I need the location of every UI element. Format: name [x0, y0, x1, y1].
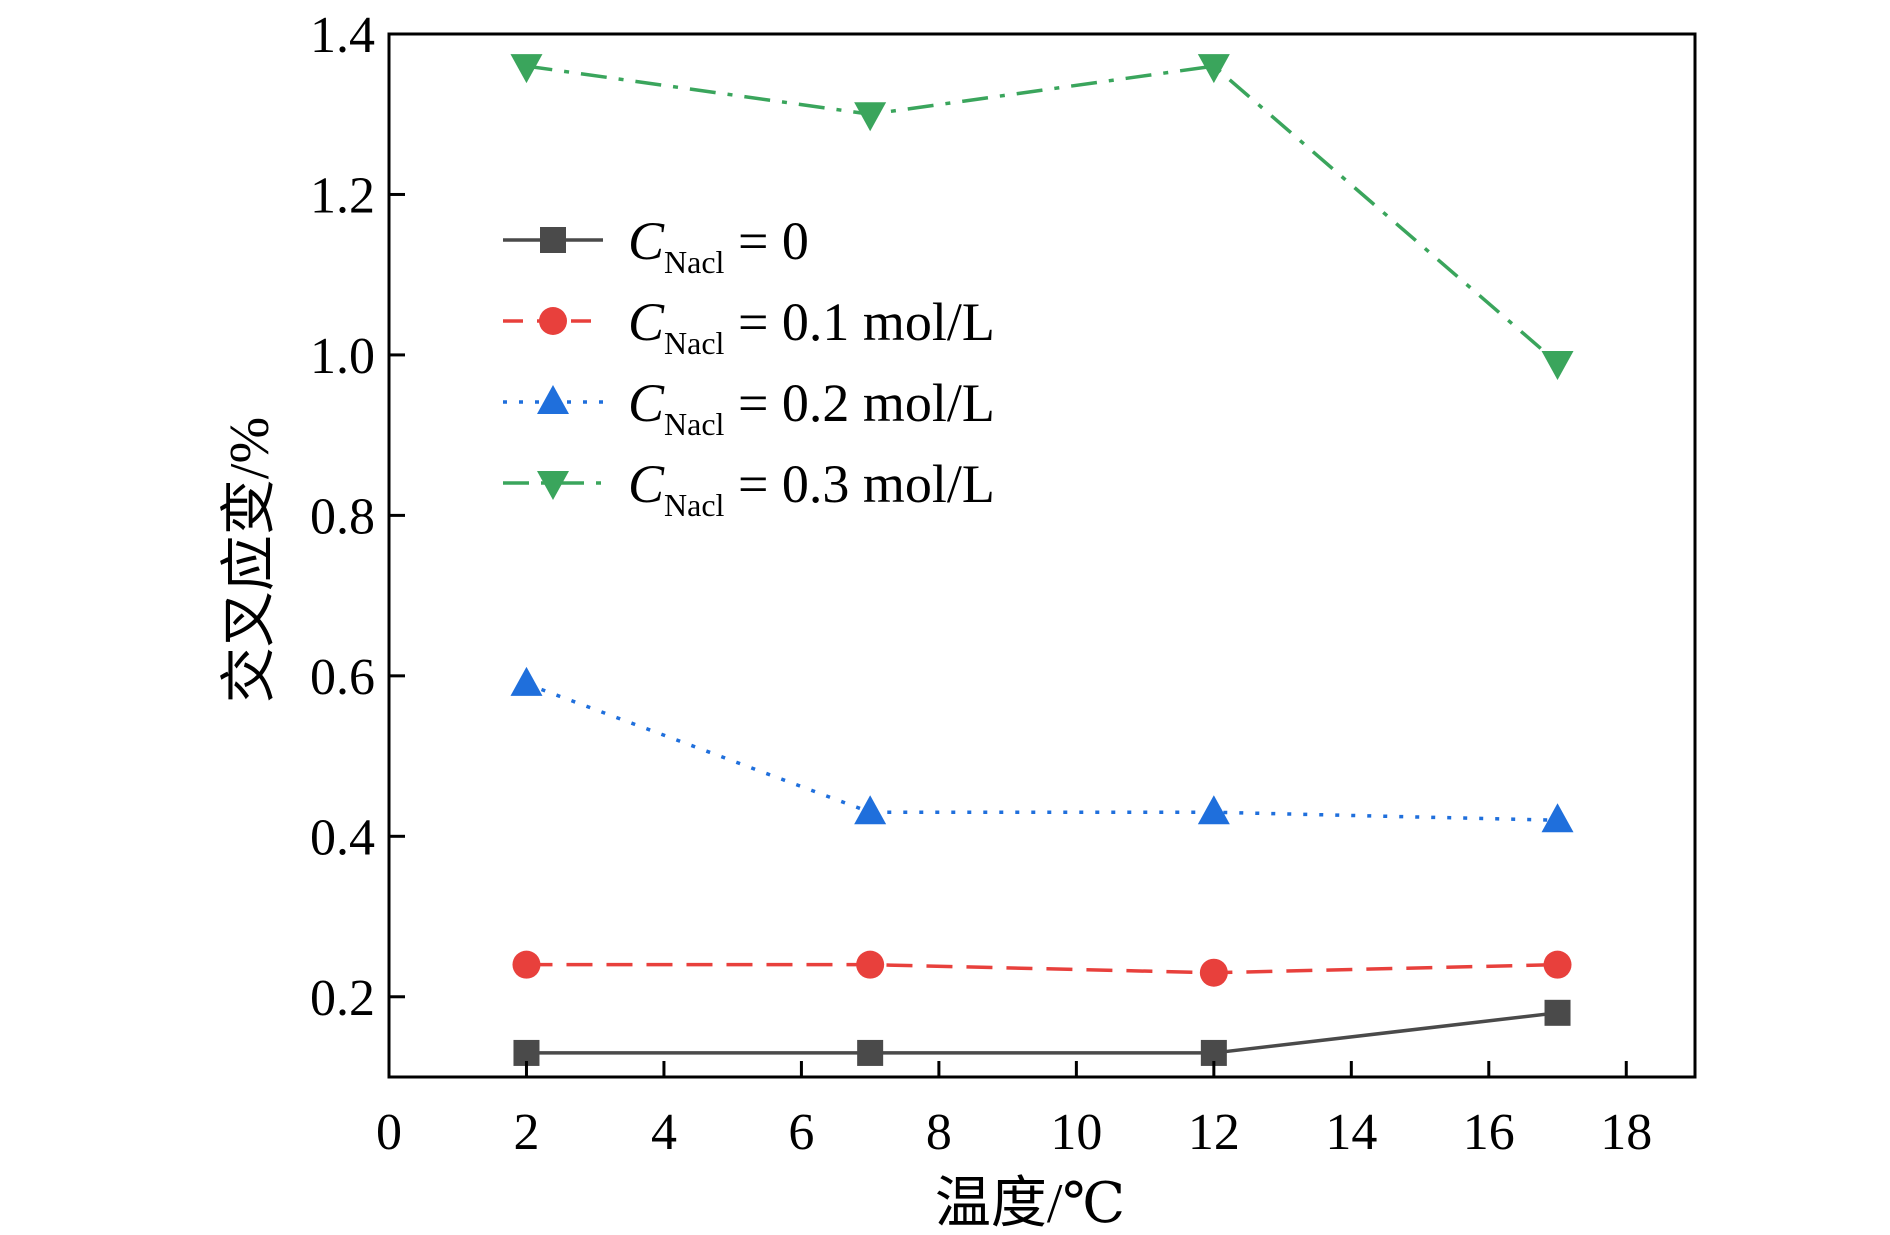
y-tick-label: 0.6	[310, 649, 375, 706]
data-point-2-3	[1541, 803, 1574, 833]
legend-label-sub: Nacl	[664, 325, 725, 361]
plot-frame	[387, 32, 1697, 1079]
data-point-2-1	[854, 795, 887, 825]
data-point-0-3	[1544, 999, 1571, 1026]
x-tick-label: 4	[651, 1104, 677, 1161]
data-point-1-2	[1199, 958, 1228, 987]
data-point-0-1	[857, 1039, 884, 1066]
x-tick-label: 12	[1188, 1104, 1240, 1161]
legend-label-rest: = 0.2 mol/L	[724, 373, 994, 433]
legend-label-main: C	[628, 454, 665, 514]
legend-label-sub: Nacl	[664, 244, 725, 280]
legend-label-sub: Nacl	[664, 406, 725, 442]
x-tick-label: 0	[376, 1104, 402, 1161]
legend-marker	[540, 227, 566, 253]
data-point-2-0	[510, 666, 543, 696]
x-tick-label: 14	[1325, 1104, 1377, 1161]
data-point-3-0	[510, 54, 543, 84]
legend-label-rest: = 0.3 mol/L	[724, 454, 994, 514]
series-line-0	[526, 1011, 1558, 1055]
y-tick-label: 0.8	[310, 488, 375, 545]
legend-label: CNacl = 0	[628, 211, 809, 280]
data-point-1-3	[1543, 950, 1572, 979]
legend-marker	[537, 471, 569, 500]
x-tick-label: 8	[926, 1104, 952, 1161]
x-tick-label: 18	[1600, 1104, 1652, 1161]
x-tick-label: 6	[788, 1104, 814, 1161]
series-line-2	[525, 682, 1558, 823]
x-axis-title: 温度/℃	[935, 1173, 1125, 1235]
x-tick-label: 10	[1050, 1104, 1102, 1161]
x-tick-label: 16	[1463, 1104, 1515, 1161]
data-point-1-1	[856, 950, 885, 979]
y-axis-title: 交叉应变/%	[219, 417, 281, 703]
y-tick-label: 1.0	[310, 328, 375, 385]
legend-label-rest: = 0	[724, 211, 808, 271]
legend-label: CNacl = 0.2 mol/L	[628, 373, 995, 442]
y-tick-label: 1.4	[310, 7, 375, 64]
data-point-3-2	[1197, 54, 1230, 84]
series-line-3	[526, 64, 1559, 365]
series-line-1	[526, 962, 1558, 975]
y-tick-label: 0.2	[310, 970, 375, 1027]
data-point-1-0	[512, 950, 541, 979]
plot-area	[510, 54, 1574, 1066]
legend-entry-3: CNacl = 0.3 mol/L	[503, 454, 995, 523]
y-tick-label: 0.4	[310, 809, 375, 866]
legend-label: CNacl = 0.3 mol/L	[628, 454, 995, 523]
legend-label-main: C	[628, 292, 665, 352]
legend-label-main: C	[628, 211, 665, 271]
x-tick-label: 2	[513, 1104, 539, 1161]
axes: 0 2 4 6 8 10 12 14 16 18 0.2 0.4 0.6 0.8 1.0 1.2 1.4	[310, 7, 1697, 1161]
legend-label-sub: Nacl	[664, 487, 725, 523]
legend-marker	[539, 307, 567, 335]
y-tick-label: 1.2	[310, 167, 375, 224]
data-point-3-1	[854, 102, 887, 132]
legend-label-main: C	[628, 373, 665, 433]
legend-label-rest: = 0.1 mol/L	[724, 292, 994, 352]
legend-entry-1: CNacl = 0.1 mol/L	[503, 292, 995, 361]
legend-label: CNacl = 0.1 mol/L	[628, 292, 995, 361]
legend-marker	[537, 385, 569, 414]
data-point-2-2	[1197, 795, 1230, 825]
legend-entry-2: CNacl = 0.2 mol/L	[503, 373, 995, 442]
data-point-3-3	[1541, 350, 1574, 380]
legend-entry-0: CNacl = 0	[503, 211, 809, 280]
